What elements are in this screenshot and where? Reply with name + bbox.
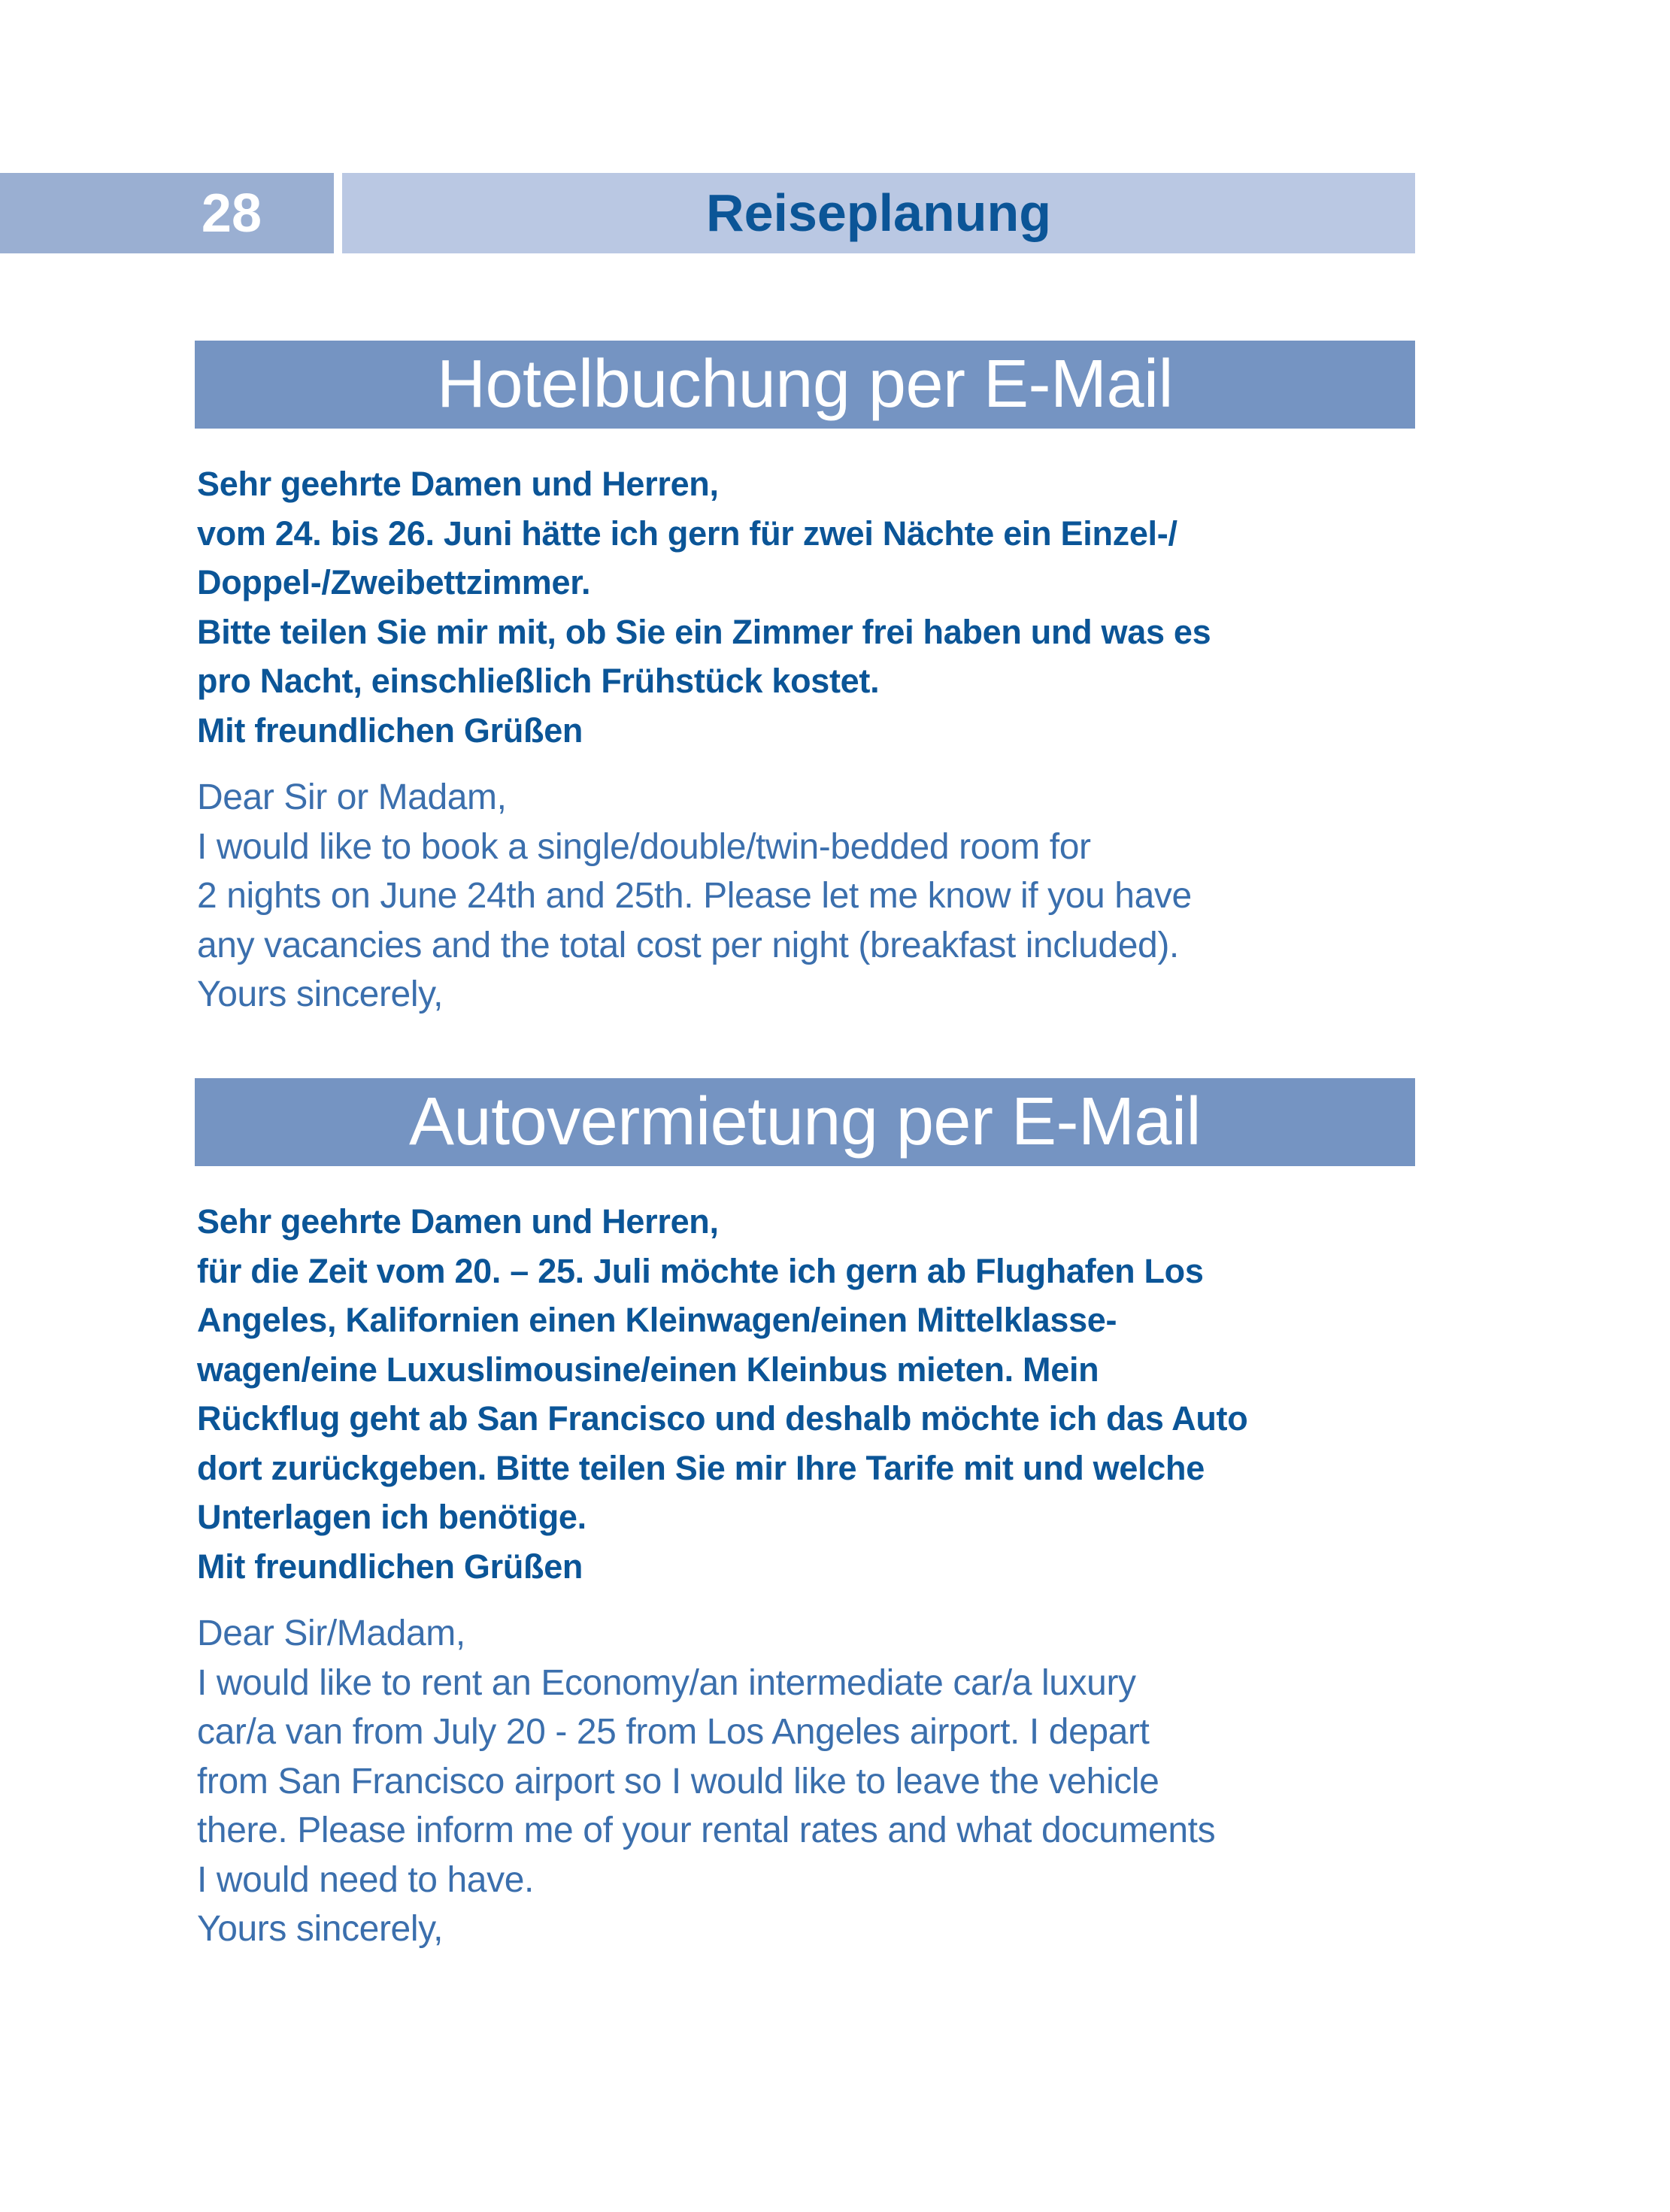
page-number: 28 bbox=[201, 183, 262, 244]
section-title: Autovermietung per E-Mail bbox=[409, 1084, 1201, 1159]
text-line: Yours sincerely, bbox=[197, 1909, 444, 1949]
car-english-text: Dear Sir/Madam, I would like to rent an … bbox=[197, 1609, 1216, 1954]
text-line: Bitte teilen Sie mir mit, ob Sie ein Zim… bbox=[197, 612, 1211, 651]
text-line: Unterlagen ich benötige. bbox=[197, 1498, 586, 1536]
text-line: there. Please inform me of your rental r… bbox=[197, 1811, 1216, 1850]
hotel-english-text: Dear Sir or Madam, I would like to book … bbox=[197, 773, 1192, 1020]
text-line: Sehr geehrte Damen und Herren, bbox=[197, 1202, 719, 1241]
section-title-bar-hotel: Hotelbuchung per E-Mail bbox=[195, 341, 1415, 429]
text-line: car/a van from July 20 - 25 from Los Ang… bbox=[197, 1712, 1150, 1752]
text-line: pro Nacht, einschließlich Frühstück kost… bbox=[197, 662, 880, 700]
section-title-bar-car: Autovermietung per E-Mail bbox=[195, 1078, 1415, 1166]
text-line: I would like to rent an Economy/an inter… bbox=[197, 1662, 1136, 1703]
text-line: 2 nights on June 24th and 25th. Please l… bbox=[197, 876, 1192, 916]
text-line: wagen/eine Luxuslimousine/einen Kleinbus… bbox=[197, 1350, 1099, 1389]
text-line: dort zurückgeben. Bitte teilen Sie mir I… bbox=[197, 1448, 1205, 1487]
text-line: Doppel-/Zweibettzimmer. bbox=[197, 563, 591, 601]
chapter-title: Reiseplanung bbox=[706, 183, 1051, 242]
text-line: vom 24. bis 26. Juni hätte ich gern für … bbox=[197, 514, 1177, 553]
car-german-text: Sehr geehrte Damen und Herren, für die Z… bbox=[197, 1197, 1248, 1591]
text-line: Sehr geehrte Damen und Herren, bbox=[197, 465, 719, 503]
text-line: Dear Sir or Madam, bbox=[197, 777, 507, 817]
text-line: Yours sincerely, bbox=[197, 974, 444, 1014]
text-line: Mit freundlichen Grüßen bbox=[197, 711, 583, 750]
hotel-german-text: Sehr geehrte Damen und Herren, vom 24. b… bbox=[197, 459, 1211, 755]
text-line: from San Francisco airport so I would li… bbox=[197, 1761, 1159, 1801]
text-line: Rückflug geht ab San Francisco und desha… bbox=[197, 1399, 1248, 1438]
text-line: any vacancies and the total cost per nig… bbox=[197, 925, 1179, 965]
text-line: Angeles, Kalifornien einen Kleinwagen/ei… bbox=[197, 1301, 1117, 1339]
section-title: Hotelbuchung per E-Mail bbox=[436, 347, 1174, 422]
text-line: für die Zeit vom 20. – 25. Juli möchte i… bbox=[197, 1251, 1204, 1290]
text-line: I would need to have. bbox=[197, 1859, 534, 1900]
text-line: Dear Sir/Madam, bbox=[197, 1614, 465, 1653]
text-line: I would like to book a single/double/twi… bbox=[197, 826, 1091, 867]
text-line: Mit freundlichen Grüßen bbox=[197, 1547, 583, 1586]
page-number-box: 28 bbox=[0, 173, 334, 253]
chapter-header: Reiseplanung bbox=[342, 173, 1415, 253]
